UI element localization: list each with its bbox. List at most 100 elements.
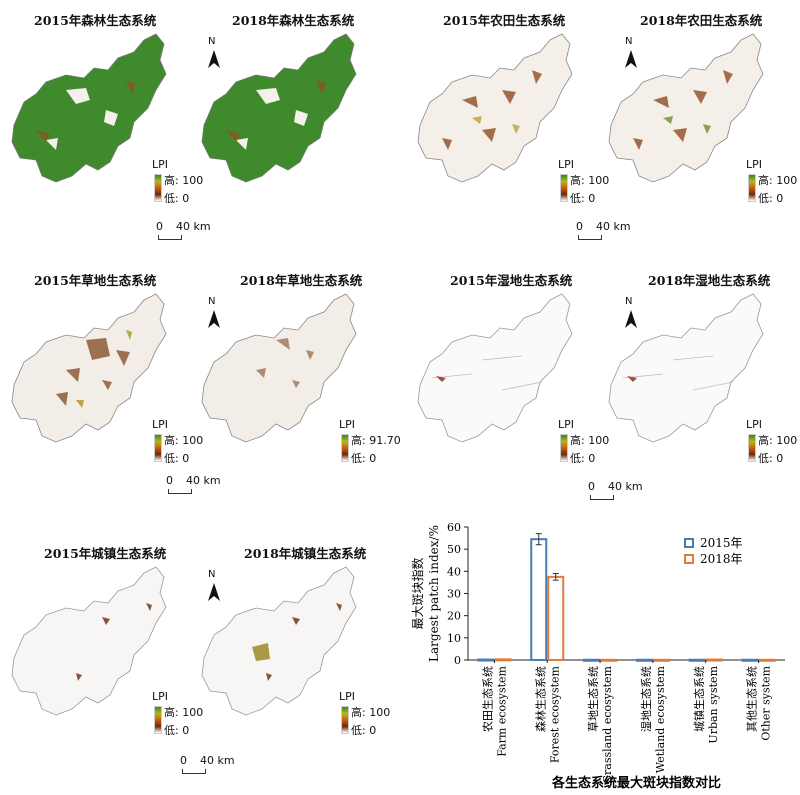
legend-swatch-2018 <box>684 554 694 564</box>
north-arrow-icon: N <box>207 569 221 601</box>
bar-2015 <box>635 658 653 662</box>
urban-2018-title: 2018年城镇生态系统 <box>244 546 367 561</box>
y-tick-label: 20 <box>447 610 461 623</box>
scale-zero: 0 <box>166 474 173 487</box>
legend-title: LPI <box>558 158 575 171</box>
bar-2018 <box>494 658 512 662</box>
wetland-2018-title: 2018年湿地生态系统 <box>648 273 771 288</box>
category-label-en: Grassland ecosystem <box>601 665 614 783</box>
y-tick-label: 0 <box>454 654 461 667</box>
legend-label: 2015年 <box>700 536 743 550</box>
legend-low: 低: 0 <box>351 452 377 465</box>
wetland-2015-map <box>417 293 573 443</box>
legend-low: 低: 0 <box>758 452 784 465</box>
scale-distance: 40 km <box>176 220 211 233</box>
color-ramp <box>560 434 568 462</box>
bar-2018 <box>547 575 565 661</box>
color-ramp <box>748 434 756 462</box>
legend-title: LPI <box>152 418 169 431</box>
scale-zero: 0 <box>180 754 187 767</box>
category-label-cn: 湿地生态系统 <box>639 666 653 732</box>
legend-low: 低: 0 <box>351 724 377 737</box>
north-label: N <box>625 36 633 47</box>
color-ramp <box>154 174 162 202</box>
legend-low: 低: 0 <box>164 724 190 737</box>
north-arrow-icon: N <box>207 36 221 68</box>
grass-2015-map <box>11 293 167 443</box>
bar-2015 <box>477 658 495 662</box>
legend-low: 低: 0 <box>758 192 784 205</box>
bar-2015 <box>741 658 759 662</box>
color-ramp <box>154 434 162 462</box>
color-ramp <box>341 706 349 734</box>
urban-2018-map <box>201 566 357 716</box>
north-label: N <box>208 569 216 580</box>
category-label-cn: 森林生态系统 <box>533 666 547 732</box>
y-tick-label: 10 <box>447 632 461 645</box>
y-tick-label: 50 <box>447 543 461 556</box>
legend-title: LPI <box>152 690 169 703</box>
legend-title: LPI <box>339 690 356 703</box>
legend-high: 高: 100 <box>164 174 204 187</box>
bar-2015 <box>688 658 706 662</box>
legend-low: 低: 0 <box>164 452 190 465</box>
legend-high: 高: 91.70 <box>351 434 401 447</box>
scale-distance: 40 km <box>596 220 631 233</box>
category-label-cn: 城镇生态系统 <box>692 666 706 732</box>
wetland-2018-map <box>608 293 764 443</box>
bar-2018 <box>758 658 776 662</box>
north-arrow-icon: N <box>624 36 638 68</box>
forest-2018-title: 2018年森林生态系统 <box>232 13 355 28</box>
legend-swatch-2015 <box>684 538 694 548</box>
farm-2015-title: 2015年农田生态系统 <box>443 13 566 28</box>
grass-2018-title: 2018年草地生态系统 <box>240 273 363 288</box>
scale-distance: 40 km <box>200 754 235 767</box>
legend-low: 低: 0 <box>570 452 596 465</box>
y-tick-label: 30 <box>447 588 461 601</box>
y-tick-label: 60 <box>447 521 461 534</box>
wetland-2015-title: 2015年湿地生态系统 <box>450 273 573 288</box>
category-label-cn: 农田生态系统 <box>480 666 494 732</box>
scale-zero: 0 <box>576 220 583 233</box>
legend-title: LPI <box>558 418 575 431</box>
urban-2015-map <box>11 566 167 716</box>
category-label-cn: 草地生态系统 <box>586 666 600 732</box>
north-label: N <box>625 296 633 307</box>
bar-2018 <box>652 658 670 662</box>
color-ramp <box>748 174 756 202</box>
legend-low: 低: 0 <box>164 192 190 205</box>
category-label-en: Farm ecosystem <box>495 665 508 756</box>
category-label-en: Other system <box>760 665 773 740</box>
legend-title: LPI <box>746 158 763 171</box>
y-axis-label-en: Largest patch index/% <box>427 525 441 662</box>
grass-2015-title: 2015年草地生态系统 <box>34 273 157 288</box>
y-axis-label-cn: 最大斑块指数 <box>410 557 425 629</box>
legend-high: 高: 100 <box>164 434 204 447</box>
north-arrow-icon: N <box>624 296 638 328</box>
lpi-bar-chart: 0 10 20 30 40 50 60 最大斑块指数 Largest patch index/%… <box>410 521 785 791</box>
legend-high: 高: 100 <box>351 706 391 719</box>
color-ramp <box>154 706 162 734</box>
scale-zero: 0 <box>588 480 595 493</box>
legend-high: 高: 100 <box>164 706 204 719</box>
forest-2018-map <box>201 33 357 183</box>
legend-high: 高: 100 <box>758 434 798 447</box>
category-label-en: Urban system <box>707 665 720 743</box>
farm-2018-title: 2018年农田生态系统 <box>640 13 763 28</box>
legend-high: 高: 100 <box>570 174 610 187</box>
farm-2015-map <box>417 33 573 183</box>
bar-2018 <box>705 658 723 662</box>
category-label-en: Forest ecosystem <box>548 665 561 763</box>
legend-title: LPI <box>339 418 356 431</box>
scale-distance: 40 km <box>186 474 221 487</box>
legend-title: LPI <box>746 418 763 431</box>
legend-title: LPI <box>152 158 169 171</box>
legend-label: 2018年 <box>700 552 743 566</box>
bar-2015 <box>530 538 548 661</box>
y-tick-label: 40 <box>447 565 461 578</box>
farm-2018-map <box>608 33 764 183</box>
chart-title: 各生态系统最大斑块指数对比 <box>551 775 721 791</box>
north-label: N <box>208 36 216 47</box>
forest-2015-map <box>11 33 167 183</box>
category-label-en: Wetland ecosystem <box>654 665 667 773</box>
